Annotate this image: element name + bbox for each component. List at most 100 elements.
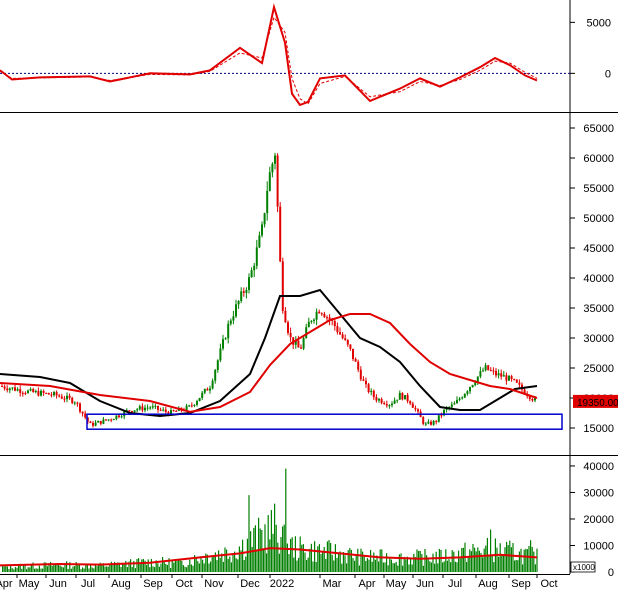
volume-bar	[338, 552, 340, 572]
candle	[430, 419, 432, 426]
candle-body	[354, 358, 357, 362]
x-tick-label: Oct	[175, 578, 192, 590]
candle-body	[328, 317, 331, 320]
volume-bar	[418, 550, 420, 572]
volume-bar	[243, 560, 245, 572]
candle-body	[487, 365, 490, 371]
volume-bar	[496, 547, 498, 572]
candle	[424, 421, 427, 427]
candle	[365, 377, 367, 388]
volume-bar	[346, 563, 348, 572]
candle-body	[47, 392, 50, 395]
volume-bar	[216, 560, 218, 572]
volume-bar	[206, 554, 208, 572]
volume-bar	[286, 543, 288, 572]
candle-body	[297, 340, 300, 348]
volume-bar	[358, 565, 360, 572]
candle	[107, 419, 110, 422]
volume-bar	[483, 548, 485, 572]
volume-bar	[304, 552, 306, 572]
price-y-tick-label: 25000	[583, 363, 614, 375]
candle-body	[71, 397, 74, 403]
volume-bar	[450, 562, 452, 572]
candle	[144, 404, 146, 413]
candle-body	[224, 338, 227, 340]
volume-bar	[493, 562, 495, 572]
candle-body	[388, 405, 391, 407]
volume-bar	[382, 562, 384, 572]
volume-bar	[35, 568, 37, 572]
candle	[196, 399, 198, 407]
volume-bar	[85, 563, 87, 572]
volume-bar	[310, 543, 312, 572]
volume-bar	[507, 545, 509, 572]
volume-bar	[50, 562, 52, 572]
volume-bar	[506, 541, 508, 572]
candle-body	[86, 417, 89, 422]
candle	[357, 359, 360, 373]
volume-bar	[94, 563, 96, 572]
volume-bar	[306, 559, 308, 572]
volume-bar	[430, 562, 432, 572]
candle	[138, 404, 141, 411]
volume-bar	[194, 555, 196, 572]
volume-bar	[536, 548, 538, 572]
volume-bar	[302, 544, 304, 572]
volume-bar	[424, 548, 426, 572]
volume-bar	[22, 564, 24, 572]
price-y-tick-label: 50000	[583, 213, 614, 225]
volume-bar	[11, 568, 13, 572]
candle-body	[300, 347, 302, 349]
candle	[427, 419, 430, 425]
volume-bar	[40, 568, 42, 572]
volume-bar	[21, 568, 23, 572]
candle-body	[162, 409, 165, 411]
volume-bar	[514, 560, 516, 572]
candle	[42, 389, 45, 396]
candle-body	[489, 370, 492, 372]
volume-ma-line	[0, 547, 538, 567]
volume-bar	[152, 566, 154, 572]
volume-bar	[462, 547, 464, 572]
x-tick-label: Aug	[478, 578, 498, 590]
candle	[409, 400, 412, 406]
osc-signal-line	[0, 16, 538, 105]
volume-bar	[253, 527, 255, 572]
candle	[281, 257, 284, 314]
x-tick-label: Jun	[49, 578, 67, 590]
candle	[81, 411, 84, 417]
candle-body	[284, 310, 287, 323]
volume-bar	[362, 551, 364, 572]
candle-body	[222, 339, 224, 349]
volume-bar	[38, 565, 40, 572]
candle-body	[323, 313, 326, 318]
candle	[29, 387, 32, 392]
volume-bar	[442, 562, 444, 572]
volume-bar	[157, 563, 159, 572]
candle	[435, 420, 438, 425]
candle-body	[144, 407, 146, 411]
volume-bar	[88, 568, 90, 572]
volume-bar	[267, 515, 269, 572]
volume-bar	[262, 548, 264, 572]
volume-bar	[526, 549, 528, 572]
candle	[146, 404, 149, 411]
volume-bar	[234, 551, 236, 572]
volume-bar	[219, 557, 221, 572]
candle-body	[253, 265, 256, 271]
candle	[268, 166, 271, 192]
candle-body	[331, 319, 334, 321]
candle-body	[196, 401, 198, 405]
candle	[209, 385, 211, 394]
x-tick-label: Jul	[81, 578, 95, 590]
candle	[479, 366, 482, 379]
price-y-tick-label: 35000	[583, 303, 614, 315]
candle-body	[508, 376, 510, 381]
volume-bar	[147, 559, 149, 572]
volume-bar	[363, 555, 365, 572]
volume-bar	[459, 558, 461, 572]
candle-body	[45, 392, 48, 394]
volume-bar	[174, 560, 176, 572]
candle-body	[456, 399, 458, 404]
volume-bar	[400, 553, 402, 572]
